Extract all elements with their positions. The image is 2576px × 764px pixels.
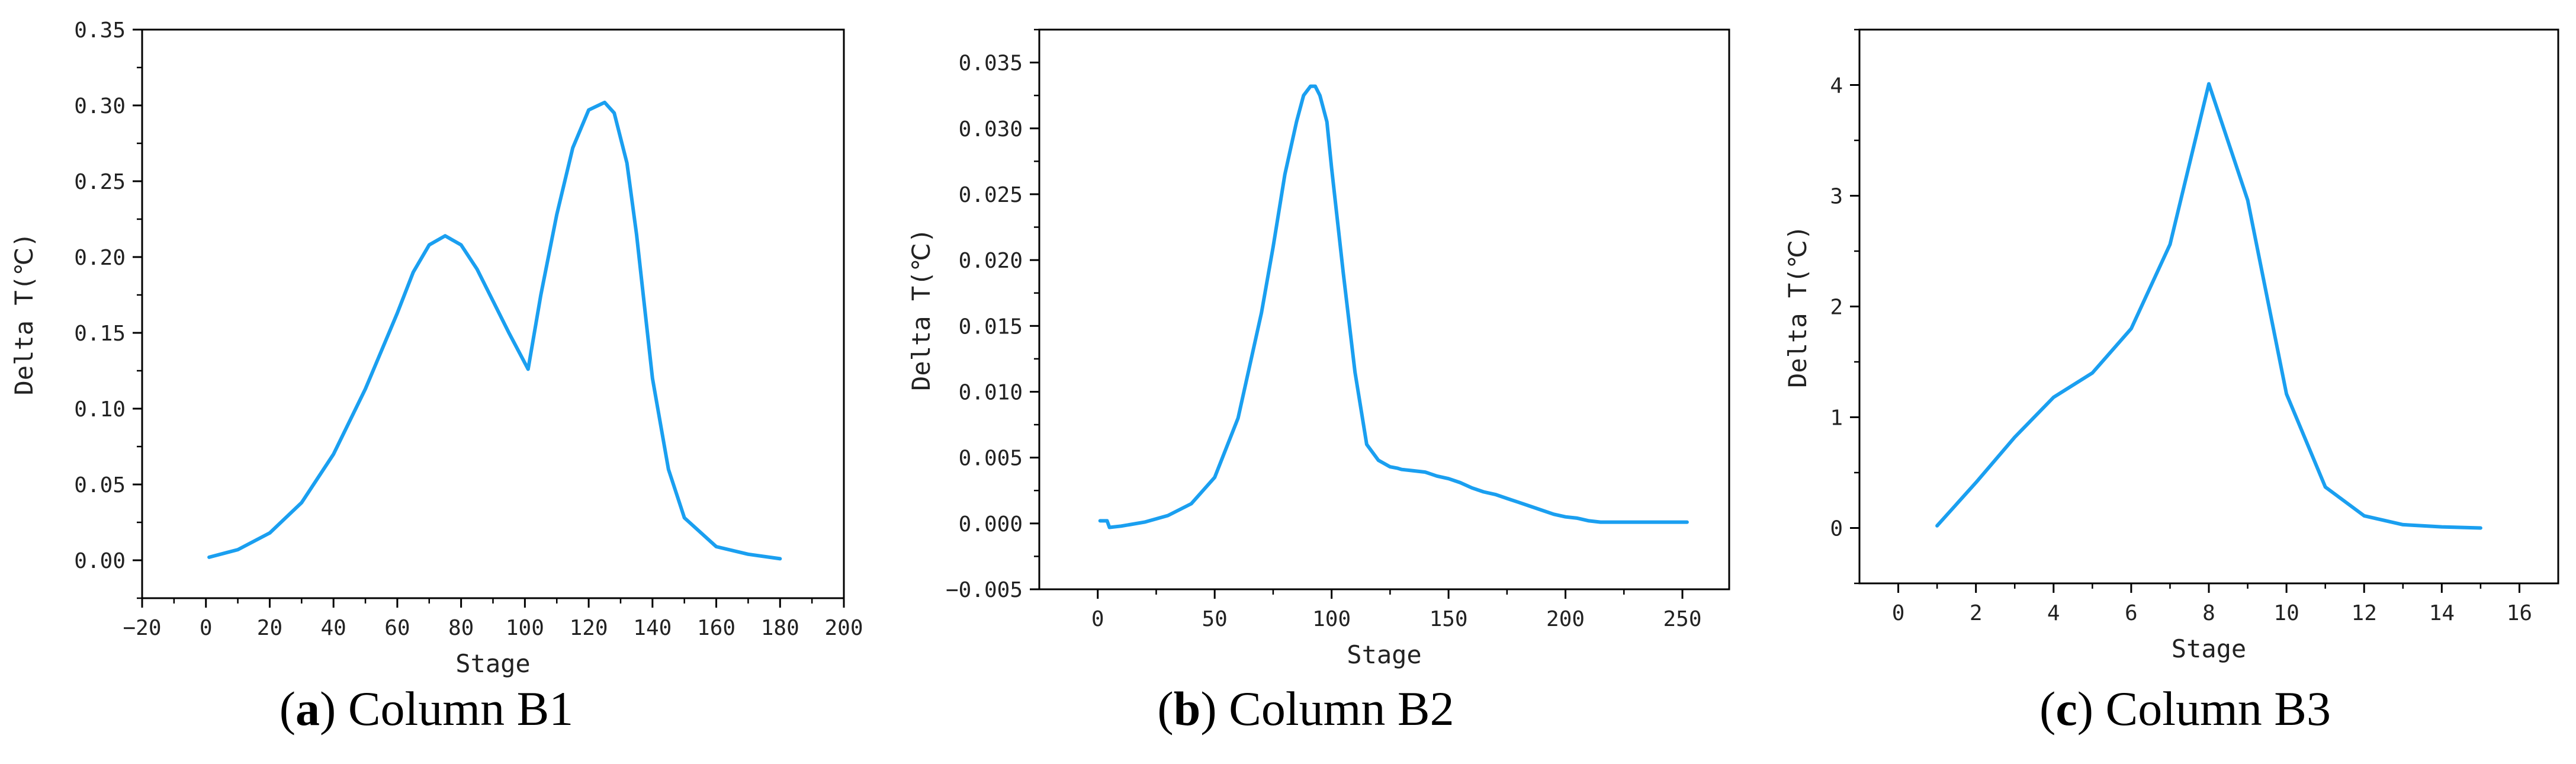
x-tick-label-1: 120 <box>570 616 608 640</box>
x-tick-label-3: 4 <box>2047 601 2060 625</box>
y-tick-label-1: 0.30 <box>74 94 126 118</box>
series-line-2 <box>1098 84 1689 529</box>
y-tick-label-1: 0.15 <box>74 322 126 346</box>
y-axis-label-3: Delta T(℃) <box>1783 225 1812 388</box>
x-axis-label-3: Stage <box>2172 634 2246 663</box>
caption-b: (b) Column B2 <box>1157 682 1454 736</box>
y-tick-label-3: 0 <box>1830 517 1843 541</box>
y-tick-label-2: 0.025 <box>959 183 1023 207</box>
caption-c: (c) Column B3 <box>2039 682 2331 736</box>
chart-2: 0 50 100 150 200 250 −0.005 0.000 0.005 0.010 0.01… <box>907 28 1730 669</box>
y-tick-label-2: 0.005 <box>959 447 1023 471</box>
y-tick-label-1: 0.20 <box>74 246 126 270</box>
x-tick-label-3: 6 <box>2125 601 2138 625</box>
x-tick-label-3: 0 <box>1892 601 1905 625</box>
y-axis-label-1: Delta T(℃) <box>9 233 38 396</box>
y-tick-label-3: 2 <box>1830 296 1843 320</box>
y-axis-label-2: Delta T(℃) <box>907 228 936 391</box>
x-tick-label-1: 160 <box>697 616 735 640</box>
chart-1: −20 0 20 40 60 80 100 120 140 160 180 200 0.00 0.05 0.… <box>9 18 863 678</box>
plot-frame-1 <box>141 28 845 599</box>
x-tick-label-3: 10 <box>2273 601 2299 625</box>
x-tick-label-1: 180 <box>761 616 799 640</box>
y-tick-label-1: 0.35 <box>74 18 126 43</box>
x-tick-label-1: 0 <box>200 616 213 640</box>
y-tick-label-2: 0.035 <box>959 52 1023 76</box>
x-tick-label-3: 16 <box>2507 601 2532 625</box>
x-tick-label-1: 80 <box>448 616 474 640</box>
x-tick-label-2: 50 <box>1202 607 1228 631</box>
y-tick-label-3: 1 <box>1830 406 1843 431</box>
caption-a: (a) Column B1 <box>279 682 574 736</box>
x-tick-label-3: 12 <box>2352 601 2377 625</box>
y-tick-label-2: 0.010 <box>959 380 1023 405</box>
y-tick-label-3: 3 <box>1830 185 1843 209</box>
x-tick-label-3: 8 <box>2202 601 2215 625</box>
y-tick-label-3: 4 <box>1830 74 1843 98</box>
x-tick-label-2: 100 <box>1312 607 1351 631</box>
x-tick-label-2: 0 <box>1091 607 1104 631</box>
x-tick-label-2: 150 <box>1430 607 1468 631</box>
x-tick-label-1: −20 <box>123 616 161 640</box>
plot-frame-2 <box>1038 28 1730 590</box>
x-tick-label-3: 2 <box>1970 601 1983 625</box>
x-tick-label-1: 100 <box>506 616 544 640</box>
y-tick-label-2: 0.030 <box>959 117 1023 142</box>
x-axis-label-1: Stage <box>455 649 530 678</box>
x-tick-label-1: 60 <box>384 616 410 640</box>
series-line-1 <box>207 100 782 561</box>
x-tick-label-2: 250 <box>1663 607 1702 631</box>
y-tick-label-2: 0.015 <box>959 314 1023 339</box>
y-tick-label-1: 0.10 <box>74 397 126 422</box>
x-axis-label-2: Stage <box>1347 640 1421 669</box>
y-tick-label-1: 0.00 <box>74 549 126 573</box>
x-tick-label-2: 200 <box>1546 607 1585 631</box>
plot-frame-3 <box>1858 28 2559 585</box>
x-tick-label-1: 140 <box>633 616 672 640</box>
x-tick-label-1: 40 <box>321 616 346 640</box>
series-line-3 <box>1935 82 2482 530</box>
y-tick-label-2: −0.005 <box>946 578 1023 602</box>
y-tick-label-2: 0.020 <box>959 249 1023 273</box>
x-tick-label-1: 200 <box>824 616 863 640</box>
y-tick-label-1: 0.05 <box>74 473 126 497</box>
y-tick-label-1: 0.25 <box>74 170 126 194</box>
x-tick-label-3: 14 <box>2429 601 2455 625</box>
x-tick-label-1: 20 <box>257 616 282 640</box>
y-tick-label-2: 0.000 <box>959 512 1023 537</box>
